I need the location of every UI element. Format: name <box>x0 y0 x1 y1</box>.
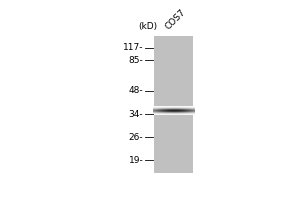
Text: COS7: COS7 <box>164 7 188 31</box>
Text: 19-: 19- <box>128 156 143 165</box>
FancyBboxPatch shape <box>154 36 193 173</box>
Text: 85-: 85- <box>128 56 143 65</box>
Text: 117-: 117- <box>123 43 143 52</box>
Text: 48-: 48- <box>129 86 143 95</box>
Text: (kD): (kD) <box>138 22 158 31</box>
Text: 26-: 26- <box>129 133 143 142</box>
Text: 34-: 34- <box>129 110 143 119</box>
